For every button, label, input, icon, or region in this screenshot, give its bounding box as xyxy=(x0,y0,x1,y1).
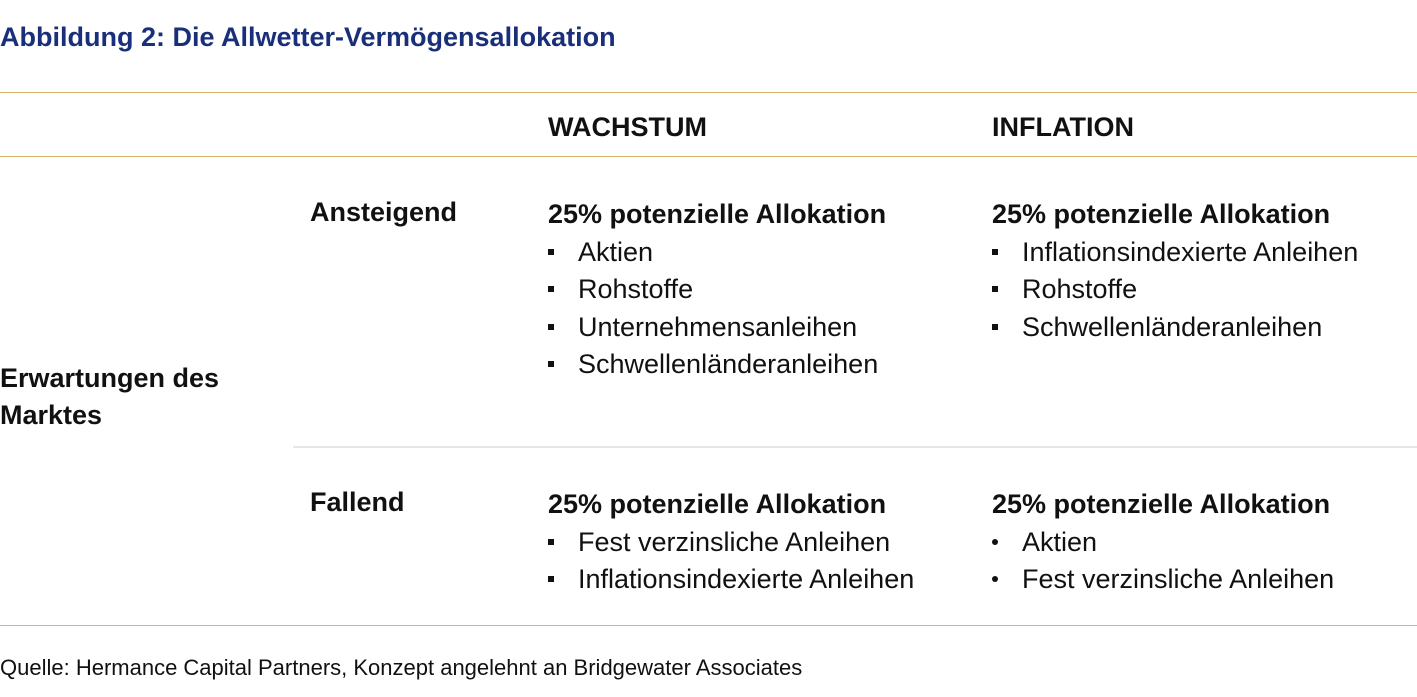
list-item-label: Schwellenländeranleihen xyxy=(578,349,879,379)
list-item-label: Rohstoffe xyxy=(1022,274,1138,304)
list-item: Inflationsindexierte Anleihen xyxy=(992,234,1358,272)
list-item: Fest verzinsliche Anleihen xyxy=(548,524,914,562)
list-item-label: Aktien xyxy=(578,236,654,267)
column-header-inflation: INFLATION xyxy=(992,112,1134,142)
side-label: Erwartungen des Marktes xyxy=(0,363,220,430)
cell-rising-inflation: 25% potenzielle Allokation Inflationsind… xyxy=(992,196,1358,346)
row-label-falling: Fallend xyxy=(310,487,405,517)
square-bullet-icon xyxy=(548,248,554,255)
row-divider xyxy=(293,446,1417,448)
list-item: Fest verzinsliche Anleihen xyxy=(992,561,1334,599)
list-item: Inflationsindexierte Anleihen xyxy=(548,561,914,599)
allocation-heading: 25% potenzielle Allokation xyxy=(992,199,1331,229)
square-bullet-icon xyxy=(992,286,998,292)
list-item: Aktien xyxy=(548,234,886,272)
bottom-rule xyxy=(0,625,1417,626)
column-header-growth: WACHSTUM xyxy=(548,112,707,142)
list-item-label: Unternehmensanleihen xyxy=(578,311,858,342)
allocation-heading: 25% potenzielle Allokation xyxy=(992,489,1331,519)
list-item: Aktien xyxy=(992,524,1334,562)
header-rule xyxy=(0,156,1417,157)
square-bullet-icon xyxy=(548,286,554,292)
asset-list: Aktien Rohstoffe Unternehmensanleihen Sc… xyxy=(548,234,886,384)
cell-falling-inflation: 25% potenzielle Allokation Aktien Fest v… xyxy=(992,486,1334,599)
list-item-label: Inflationsindexierte Anleihen xyxy=(578,564,915,594)
asset-list: Aktien Fest verzinsliche Anleihen xyxy=(992,524,1334,599)
figure-title: Abbildung 2: Die Allwetter-Vermögensallo… xyxy=(0,22,616,52)
cell-rising-growth: 25% potenzielle Allokation Aktien Rohsto… xyxy=(548,196,886,384)
list-item: Rohstoffe xyxy=(548,271,886,309)
list-item-label: Schwellenländeranleihen xyxy=(1022,311,1323,342)
list-item: Rohstoffe xyxy=(992,271,1358,309)
list-item-label: Fest verzinsliche Anleihen xyxy=(578,526,891,557)
list-item-label: Aktien xyxy=(1022,526,1098,557)
square-bullet-icon xyxy=(992,248,998,255)
square-bullet-icon xyxy=(548,361,554,367)
round-bullet-icon xyxy=(992,538,998,545)
list-item-label: Fest verzinsliche Anleihen xyxy=(1022,564,1335,594)
list-item: Schwellenländeranleihen xyxy=(548,346,886,384)
list-item: Unternehmensanleihen xyxy=(548,309,886,347)
asset-list: Fest verzinsliche Anleihen Inflationsind… xyxy=(548,524,914,599)
list-item-label: Rohstoffe xyxy=(578,274,694,304)
list-item: Schwellenländeranleihen xyxy=(992,309,1358,347)
square-bullet-icon xyxy=(548,576,554,582)
row-label-rising: Ansteigend xyxy=(310,197,458,227)
top-rule xyxy=(0,92,1417,93)
asset-list: Inflationsindexierte Anleihen Rohstoffe … xyxy=(992,234,1358,347)
square-bullet-icon xyxy=(548,538,554,545)
cell-falling-growth: 25% potenzielle Allokation Fest verzinsl… xyxy=(548,486,914,599)
list-item-label: Inflationsindexierte Anleihen xyxy=(1022,236,1359,267)
round-bullet-icon xyxy=(992,576,998,582)
allocation-heading: 25% potenzielle Allokation xyxy=(548,489,887,519)
square-bullet-icon xyxy=(548,323,554,330)
square-bullet-icon xyxy=(992,323,998,330)
source-note: Quelle: Hermance Capital Partners, Konze… xyxy=(0,655,803,680)
allocation-heading: 25% potenzielle Allokation xyxy=(548,199,887,229)
